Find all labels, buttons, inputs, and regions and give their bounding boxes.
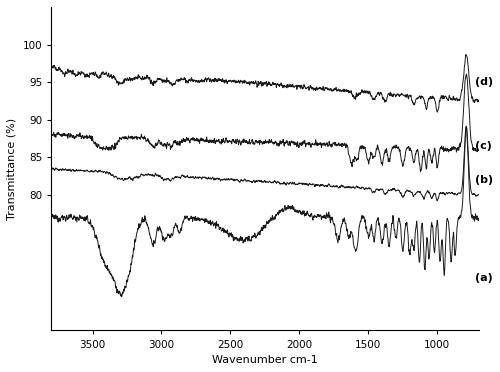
X-axis label: Wavenumber cm-1: Wavenumber cm-1 xyxy=(212,355,318,365)
Text: (d): (d) xyxy=(474,77,492,87)
Y-axis label: Transmittance (%): Transmittance (%) xyxy=(7,118,17,220)
Text: (a): (a) xyxy=(474,273,492,283)
Text: (b): (b) xyxy=(474,175,492,185)
Text: (c): (c) xyxy=(474,141,492,151)
